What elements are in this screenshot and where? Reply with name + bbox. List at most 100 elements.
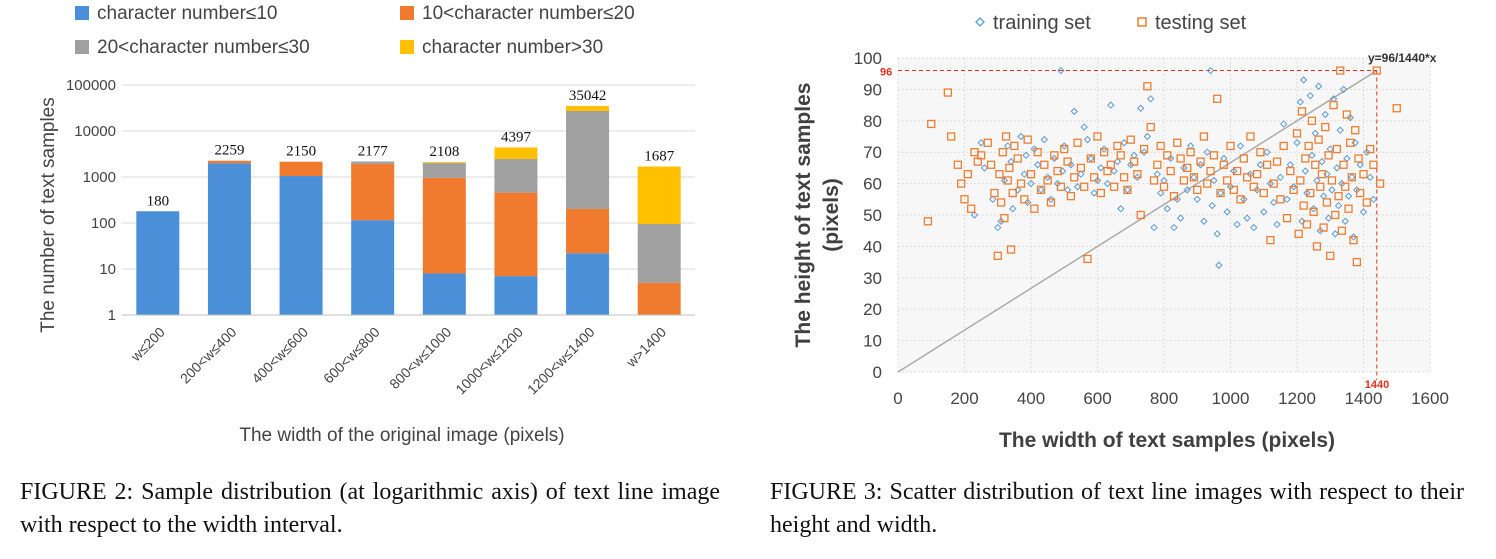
training-point [1130, 151, 1138, 160]
testing-point [1297, 107, 1307, 116]
testing-point [1302, 220, 1312, 229]
testing-point [986, 160, 996, 169]
training-point [1127, 161, 1135, 169]
testing-point [1336, 66, 1345, 75]
bar-segment [351, 220, 395, 315]
scatter-x-tick-label: 400 [1017, 389, 1045, 408]
training-point [1273, 220, 1281, 229]
bar-chart-x-tick-label: w>1400 [622, 324, 669, 371]
testing-point [1352, 257, 1361, 267]
bar-total-label: 2259 [214, 143, 244, 159]
testing-point [947, 132, 956, 141]
bar-total-label: 4397 [501, 129, 532, 145]
training-point [1216, 189, 1225, 197]
testing-point [1329, 100, 1338, 110]
training-point [1323, 170, 1331, 178]
testing-point [1159, 182, 1169, 191]
testing-point [1299, 201, 1308, 210]
training-point [1166, 154, 1175, 163]
legend-label: training set [993, 12, 1091, 34]
testing-point [1149, 176, 1159, 185]
testing-point [1023, 135, 1032, 144]
testing-point [1304, 141, 1313, 151]
testing-point [1106, 160, 1115, 169]
training-point [1196, 161, 1205, 169]
bar-chart-x-tick-label: w≤200 [127, 324, 168, 365]
training-point [1293, 139, 1301, 147]
training-point [1153, 170, 1162, 178]
testing-point [1337, 226, 1347, 235]
bar-segment [494, 159, 538, 193]
bar-segment [136, 211, 180, 315]
testing-point [1086, 154, 1095, 163]
bar-chart-y-tick-label: 10 [99, 261, 116, 278]
testing-point [957, 179, 966, 188]
testing-point [963, 170, 972, 179]
training-point [1341, 217, 1349, 225]
scatter-x-tick-label: 1600 [1411, 389, 1449, 408]
training-point [1313, 176, 1321, 185]
training-point [977, 139, 985, 147]
scatter-y-tick-label: 0 [873, 363, 882, 382]
testing-point [1346, 138, 1355, 147]
testing-point [1103, 166, 1112, 176]
training-point [1004, 142, 1012, 150]
training-point [1047, 195, 1055, 204]
bar-total-label: 1687 [644, 149, 675, 165]
testing-point [1036, 185, 1046, 195]
training-point [1183, 186, 1191, 194]
training-point [1346, 113, 1354, 122]
scatter-chart-grid [897, 57, 1431, 373]
training-point [1173, 195, 1182, 204]
legend-swatch [75, 6, 89, 20]
training-point [1328, 186, 1336, 194]
training-point [1250, 223, 1258, 232]
testing-point [1209, 151, 1219, 160]
training-point [980, 164, 989, 172]
training-point [1210, 176, 1218, 185]
bar-total-label: 2177 [358, 143, 389, 159]
testing-point [1003, 176, 1012, 185]
scatter-chart-reference-line: y=96/1440*x 96 1440 [880, 51, 1437, 391]
training-point [1301, 167, 1310, 175]
testing-point [998, 148, 1007, 157]
testing-point [1116, 151, 1125, 160]
training-point [1080, 123, 1088, 131]
legend-label: 20<character number≤30 [97, 37, 310, 58]
testing-point [1322, 198, 1332, 207]
scatter-x-tick-label: 800 [1150, 389, 1178, 408]
training-point [1013, 186, 1022, 194]
testing-point [1033, 148, 1042, 157]
training-point [1334, 201, 1343, 210]
bar-segment [207, 160, 251, 164]
testing-point [1030, 204, 1039, 213]
training-point [1150, 223, 1158, 232]
bar-chart-x-tick-label: 600<w≤800 [320, 324, 383, 387]
testing-point [1301, 154, 1310, 163]
testing-point [1166, 166, 1175, 176]
bar-segment [566, 105, 610, 112]
bar-chart-x-tick-label: 1000<w≤1200 [452, 324, 526, 398]
training-point [1163, 205, 1172, 213]
bar-total-label: 2108 [429, 144, 459, 160]
testing-point [1113, 141, 1122, 151]
bar-segment [637, 282, 681, 315]
training-point [1303, 189, 1311, 197]
training-point [1318, 157, 1326, 166]
testing-point [1139, 144, 1149, 154]
testing-point [1351, 126, 1360, 135]
testing-point [1321, 122, 1330, 132]
training-point [970, 211, 979, 219]
testing-point [1169, 192, 1179, 201]
training-point [1100, 145, 1108, 153]
testing-point [1375, 179, 1385, 188]
testing-point [1256, 148, 1265, 157]
training-point [1353, 186, 1361, 194]
testing-point [1008, 188, 1017, 198]
testing-point [967, 204, 976, 213]
training-point [1314, 82, 1323, 90]
legend-marker-square [1137, 17, 1147, 27]
training-point [1093, 176, 1102, 185]
testing-point [1129, 157, 1139, 166]
